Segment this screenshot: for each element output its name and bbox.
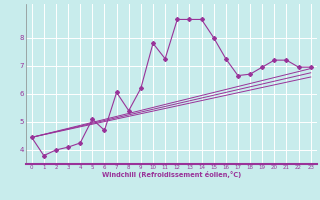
X-axis label: Windchill (Refroidissement éolien,°C): Windchill (Refroidissement éolien,°C): [101, 171, 241, 178]
